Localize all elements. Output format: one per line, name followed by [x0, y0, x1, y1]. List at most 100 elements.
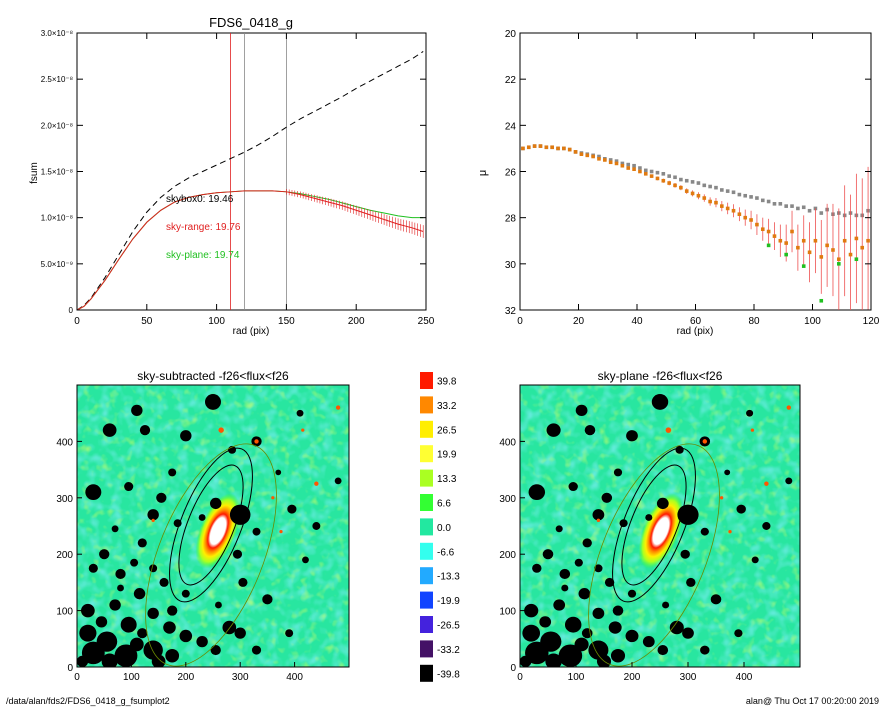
hot-pixel	[151, 518, 155, 522]
x-tick-label: 200	[177, 672, 194, 683]
sky-plane-title: sky-plane -f26<flux<f26	[598, 369, 723, 383]
mask-blob	[675, 445, 684, 454]
mask-blob	[334, 477, 342, 485]
profile-data-point	[679, 185, 683, 190]
mask-blob	[651, 394, 669, 410]
colorbar-level-label: -26.5	[437, 621, 460, 632]
profile-data-point	[725, 189, 730, 193]
mask-blob	[180, 430, 192, 442]
profile-data-point	[597, 157, 601, 161]
annotation-sky-range: sky-range: 19.76	[166, 222, 241, 233]
colorbar-swatch	[420, 591, 433, 609]
x-tick-label: 200	[624, 672, 641, 683]
x-tick-label: 80	[748, 316, 760, 327]
profile-data-point	[526, 145, 531, 150]
profile-x-axis-label: rad (pix)	[677, 326, 714, 337]
mask-blob	[165, 648, 180, 663]
aperture-inner	[178, 464, 244, 586]
profile-data-point	[825, 243, 829, 248]
y-tick-label: 3.0×10⁻⁸	[41, 29, 73, 38]
profile-data-point	[684, 178, 689, 183]
mask-blob	[746, 409, 754, 417]
y-tick-label: 2.5×10⁻⁸	[41, 75, 73, 84]
colorbar-level-label: 19.9	[437, 450, 457, 461]
profile-data-point	[854, 236, 859, 241]
colorbar-swatch	[420, 664, 433, 682]
colorbar-swatch	[420, 420, 433, 438]
aperture-outer	[169, 447, 253, 603]
mask-blob	[762, 522, 771, 530]
mask-blob	[129, 637, 144, 652]
profile-data-point	[819, 298, 824, 303]
profile-data-point	[796, 245, 800, 250]
mask-blob	[525, 641, 549, 665]
mask-blob	[574, 637, 589, 652]
profile-data-point	[790, 229, 794, 234]
colorbar-swatch	[420, 469, 433, 487]
profile-data-point	[784, 204, 788, 208]
colorbar-swatch	[420, 518, 433, 536]
mask-blob	[604, 577, 615, 587]
mask-blob	[115, 568, 126, 580]
mask-blob	[252, 527, 261, 536]
sky-plane-frame	[519, 384, 801, 668]
profile-data-point	[778, 238, 783, 243]
x-tick-label: 0	[517, 316, 523, 327]
profile-data-point	[620, 161, 625, 166]
mask-blob	[287, 504, 297, 514]
hot-pixel	[596, 518, 601, 523]
mask-blob	[156, 492, 167, 503]
aperture-sky	[145, 443, 277, 667]
mask-blob	[285, 629, 294, 638]
mask-blob	[262, 594, 273, 605]
mask-blob	[120, 616, 137, 633]
mask-blob	[546, 423, 561, 437]
mask-blob	[524, 603, 539, 618]
mask-blob	[296, 409, 304, 417]
profile-data-point	[626, 166, 631, 170]
mask-blob	[700, 527, 709, 536]
sky-subtracted-image: 0 100 200 300 400 0 100 200 300 400 sky-subtracte…	[56, 369, 350, 683]
profile-data-point	[772, 234, 777, 238]
mask-blob	[275, 469, 282, 476]
mask-blob	[222, 620, 237, 635]
mask-blob	[522, 624, 541, 642]
colorbar-level-label: 33.2	[437, 401, 457, 412]
colorbar-level-label: 0.0	[437, 523, 451, 534]
mask-blob	[657, 645, 669, 656]
mask-blob	[736, 504, 746, 514]
y-tick-label: 100	[56, 607, 73, 618]
profile-data-point	[807, 208, 812, 213]
mask-blob	[656, 497, 669, 510]
mask-blob	[234, 627, 246, 639]
y-tick-label: 400	[499, 437, 516, 448]
profile-data-point	[562, 146, 566, 151]
mask-blob	[215, 601, 222, 609]
mask-blob	[130, 558, 139, 567]
colorbar-level-label: 6.6	[437, 499, 451, 510]
y-tick-label: 0	[69, 306, 74, 315]
hot-pixel	[719, 496, 724, 500]
mask-blob	[594, 564, 603, 573]
profile-data-point	[831, 248, 835, 252]
mask-blob	[181, 589, 190, 598]
y-tick-label: 2.0×10⁻⁸	[41, 121, 73, 130]
hot-pixel	[335, 405, 341, 410]
profile-data-point	[585, 153, 590, 158]
mask-blob	[79, 624, 97, 642]
mask-blob	[149, 564, 158, 573]
colorbar-level-label: -39.8	[437, 669, 460, 680]
aperture-inner	[621, 464, 687, 586]
profile-data-point	[731, 190, 736, 195]
mask-blob	[312, 522, 321, 530]
y-tick-label: 1.5×10⁻⁸	[41, 168, 73, 177]
mask-blob	[592, 607, 605, 620]
mask-blob	[229, 504, 251, 525]
mask-blob	[163, 621, 176, 634]
profile-data-point	[702, 183, 707, 188]
growth-series-line	[76, 190, 424, 311]
x-tick-label: 100	[123, 672, 140, 683]
profile-data-point	[848, 252, 853, 257]
profile-data-point	[801, 238, 806, 243]
mask-blob	[114, 644, 138, 667]
